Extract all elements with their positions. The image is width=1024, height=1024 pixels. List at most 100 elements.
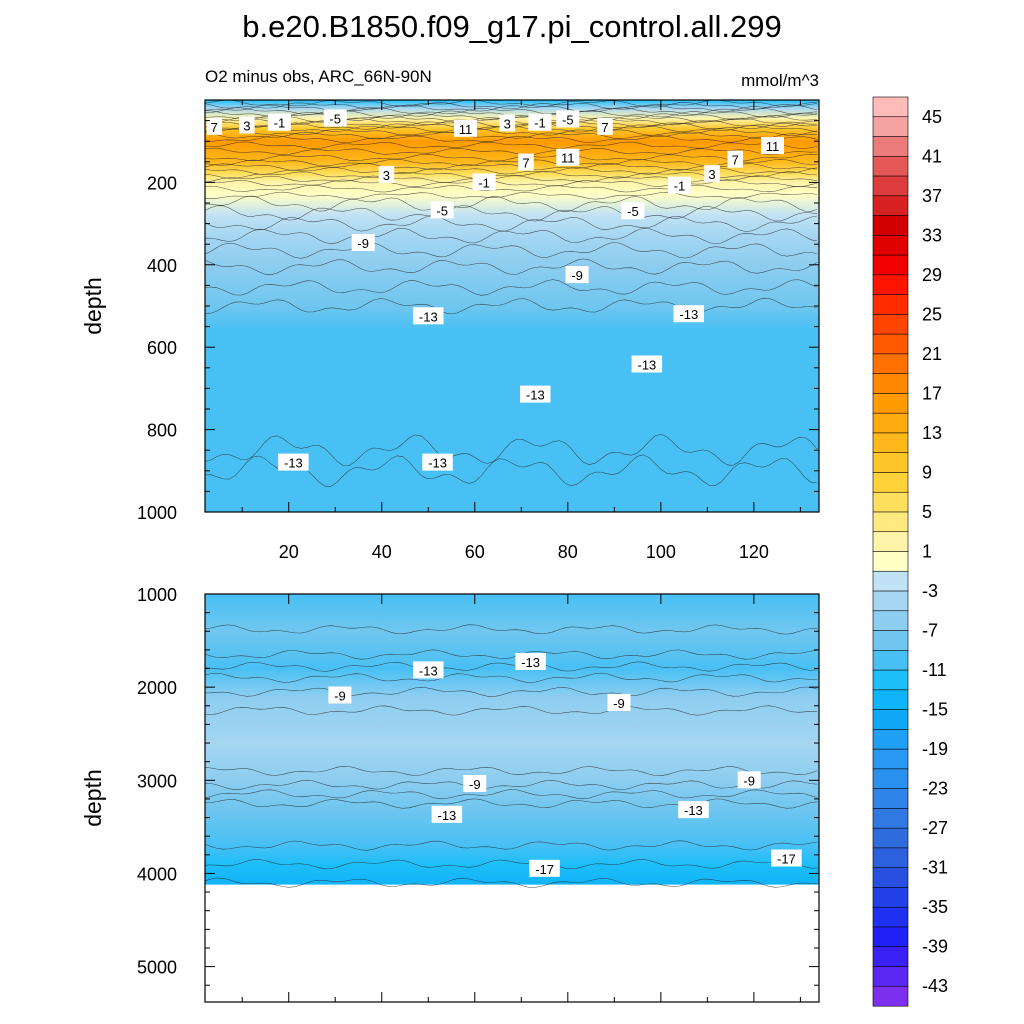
colorbar-box (872, 887, 909, 908)
lower-contour-label: -17 (535, 862, 554, 877)
lower-panel: -13 -13 -9 -9 -9 -9 -13 -13 -17 -17 1000 2000 3000 4… (80, 585, 820, 1003)
upper-contour-label: 11 (459, 122, 473, 137)
upper-contour-line (204, 297, 818, 315)
upper-contour-label: -13 (679, 307, 698, 322)
colorbar-label: 29 (922, 265, 942, 285)
upper-y-tick-label: 200 (147, 173, 177, 193)
upper-contour-line (204, 205, 818, 222)
upper-contour-label-bg (621, 202, 645, 220)
colorbar-box (872, 867, 909, 888)
colorbar-box (872, 155, 909, 177)
colorbar-label: -39 (922, 937, 948, 957)
upper-contour-line (204, 191, 818, 200)
upper-contour-line (204, 131, 818, 140)
upper-contour-label-bg (454, 119, 477, 137)
upper-y-tick-label: 400 (147, 256, 177, 276)
colorbar-box (872, 472, 909, 493)
colorbar-box (872, 452, 909, 473)
upper-contour-label-bg (556, 148, 580, 166)
colorbar-box (872, 96, 909, 118)
upper-contour-label: 3 (243, 119, 250, 134)
upper-contour-label-bg (520, 385, 551, 403)
lower-y-tick-label: 1000 (137, 585, 177, 605)
colorbar-label: -31 (922, 858, 948, 878)
upper-contour-label: -1 (674, 179, 686, 194)
upper-contour-label: 7 (522, 156, 529, 171)
lower-contour-line (204, 789, 818, 800)
colorbar-label: 41 (922, 146, 942, 166)
lower-contour-label-bg (771, 849, 802, 867)
upper-contour-label-bg (556, 110, 580, 128)
upper-contour-label-bg (206, 117, 223, 135)
colorbar-label: -27 (922, 818, 948, 838)
colorbar-label: 9 (922, 463, 932, 483)
lower-contour-line (204, 779, 818, 790)
colorbar-box (872, 729, 909, 750)
upper-contour-label: -5 (436, 203, 448, 218)
colorbar-label: 45 (922, 107, 942, 127)
colorbar-label: 25 (922, 304, 942, 324)
upper-contour-label: -9 (357, 236, 369, 251)
lower-contour-label-bg (463, 775, 487, 792)
colorbar-box (872, 709, 909, 730)
upper-contour-line (204, 153, 818, 162)
lower-contour-label-bg (678, 801, 709, 819)
colorbar-box (872, 215, 909, 236)
lower-contour-fill (205, 594, 819, 885)
lower-contour-label: -17 (777, 852, 796, 867)
colorbar-box (872, 294, 909, 315)
upper-y-tick-label: 600 (147, 338, 177, 358)
colorbar-box (872, 393, 909, 414)
lower-contour-line (204, 686, 818, 697)
colorbar-box (872, 669, 909, 691)
colorbar-box (872, 649, 909, 671)
colorbar-label: 37 (922, 186, 942, 206)
colorbar-label: -35 (922, 897, 948, 917)
colorbar-box (872, 235, 909, 256)
colorbar-label: -15 (922, 700, 948, 720)
colorbar-label: 21 (922, 344, 942, 364)
upper-contour-label: 7 (732, 153, 739, 168)
upper-contour-label: -9 (571, 268, 583, 283)
upper-contour-line (204, 184, 818, 193)
colorbar-box (872, 926, 909, 948)
upper-contour-line (204, 215, 818, 232)
upper-contour-label-bg (518, 153, 534, 171)
colorbar-box (872, 570, 909, 592)
lower-contour-line (204, 705, 817, 716)
lower-plot-frame (204, 593, 820, 1003)
upper-contour-label: -1 (534, 116, 546, 131)
upper-x-tick-label: 40 (372, 542, 392, 562)
upper-y-axis-label: depth (80, 277, 106, 335)
colorbar: 45 41 37 33 29 25 21 17 13 9 5 1 -3 -7 -11 -15 -19 -23 -27… (872, 96, 948, 1007)
colorbar-box (872, 254, 909, 276)
upper-contour-line (204, 279, 818, 296)
lower-y-tick-label: 2000 (137, 678, 177, 698)
upper-contour-label-bg (727, 150, 743, 168)
lower-contour-line (204, 840, 818, 851)
upper-contour-label-bg (704, 165, 720, 183)
lower-y-axis-label: depth (80, 769, 106, 827)
lower-contour-label-bg (529, 859, 560, 877)
upper-y-tick-label: 800 (147, 421, 177, 441)
upper-y-tick-label: 1000 (137, 503, 177, 523)
upper-contour-label: -13 (428, 456, 447, 471)
lower-contour-label: -9 (743, 773, 755, 788)
lower-contour-line (204, 672, 818, 683)
upper-axis-ticks: 20 40 60 80 100 120 200 400 600 800 1000 (137, 100, 819, 562)
lower-contour-label-bg (413, 661, 444, 679)
upper-x-tick-label: 120 (739, 542, 769, 562)
upper-contour-label-bg (323, 109, 347, 127)
upper-contour-label: -13 (526, 388, 545, 403)
upper-contour-label-bg (351, 234, 375, 251)
lower-contour-label: -9 (469, 777, 481, 792)
upper-contour-line (204, 104, 818, 112)
colorbar-label: -43 (922, 976, 948, 996)
upper-contour-label-bg (239, 116, 255, 134)
upper-contour-label-bg (413, 307, 444, 325)
upper-contour-label: 11 (561, 151, 575, 166)
upper-contour-label: -5 (329, 112, 341, 127)
lower-y-tick-label: 3000 (137, 771, 177, 791)
colorbar-box (872, 314, 909, 335)
upper-contour-label-bg (565, 266, 589, 284)
